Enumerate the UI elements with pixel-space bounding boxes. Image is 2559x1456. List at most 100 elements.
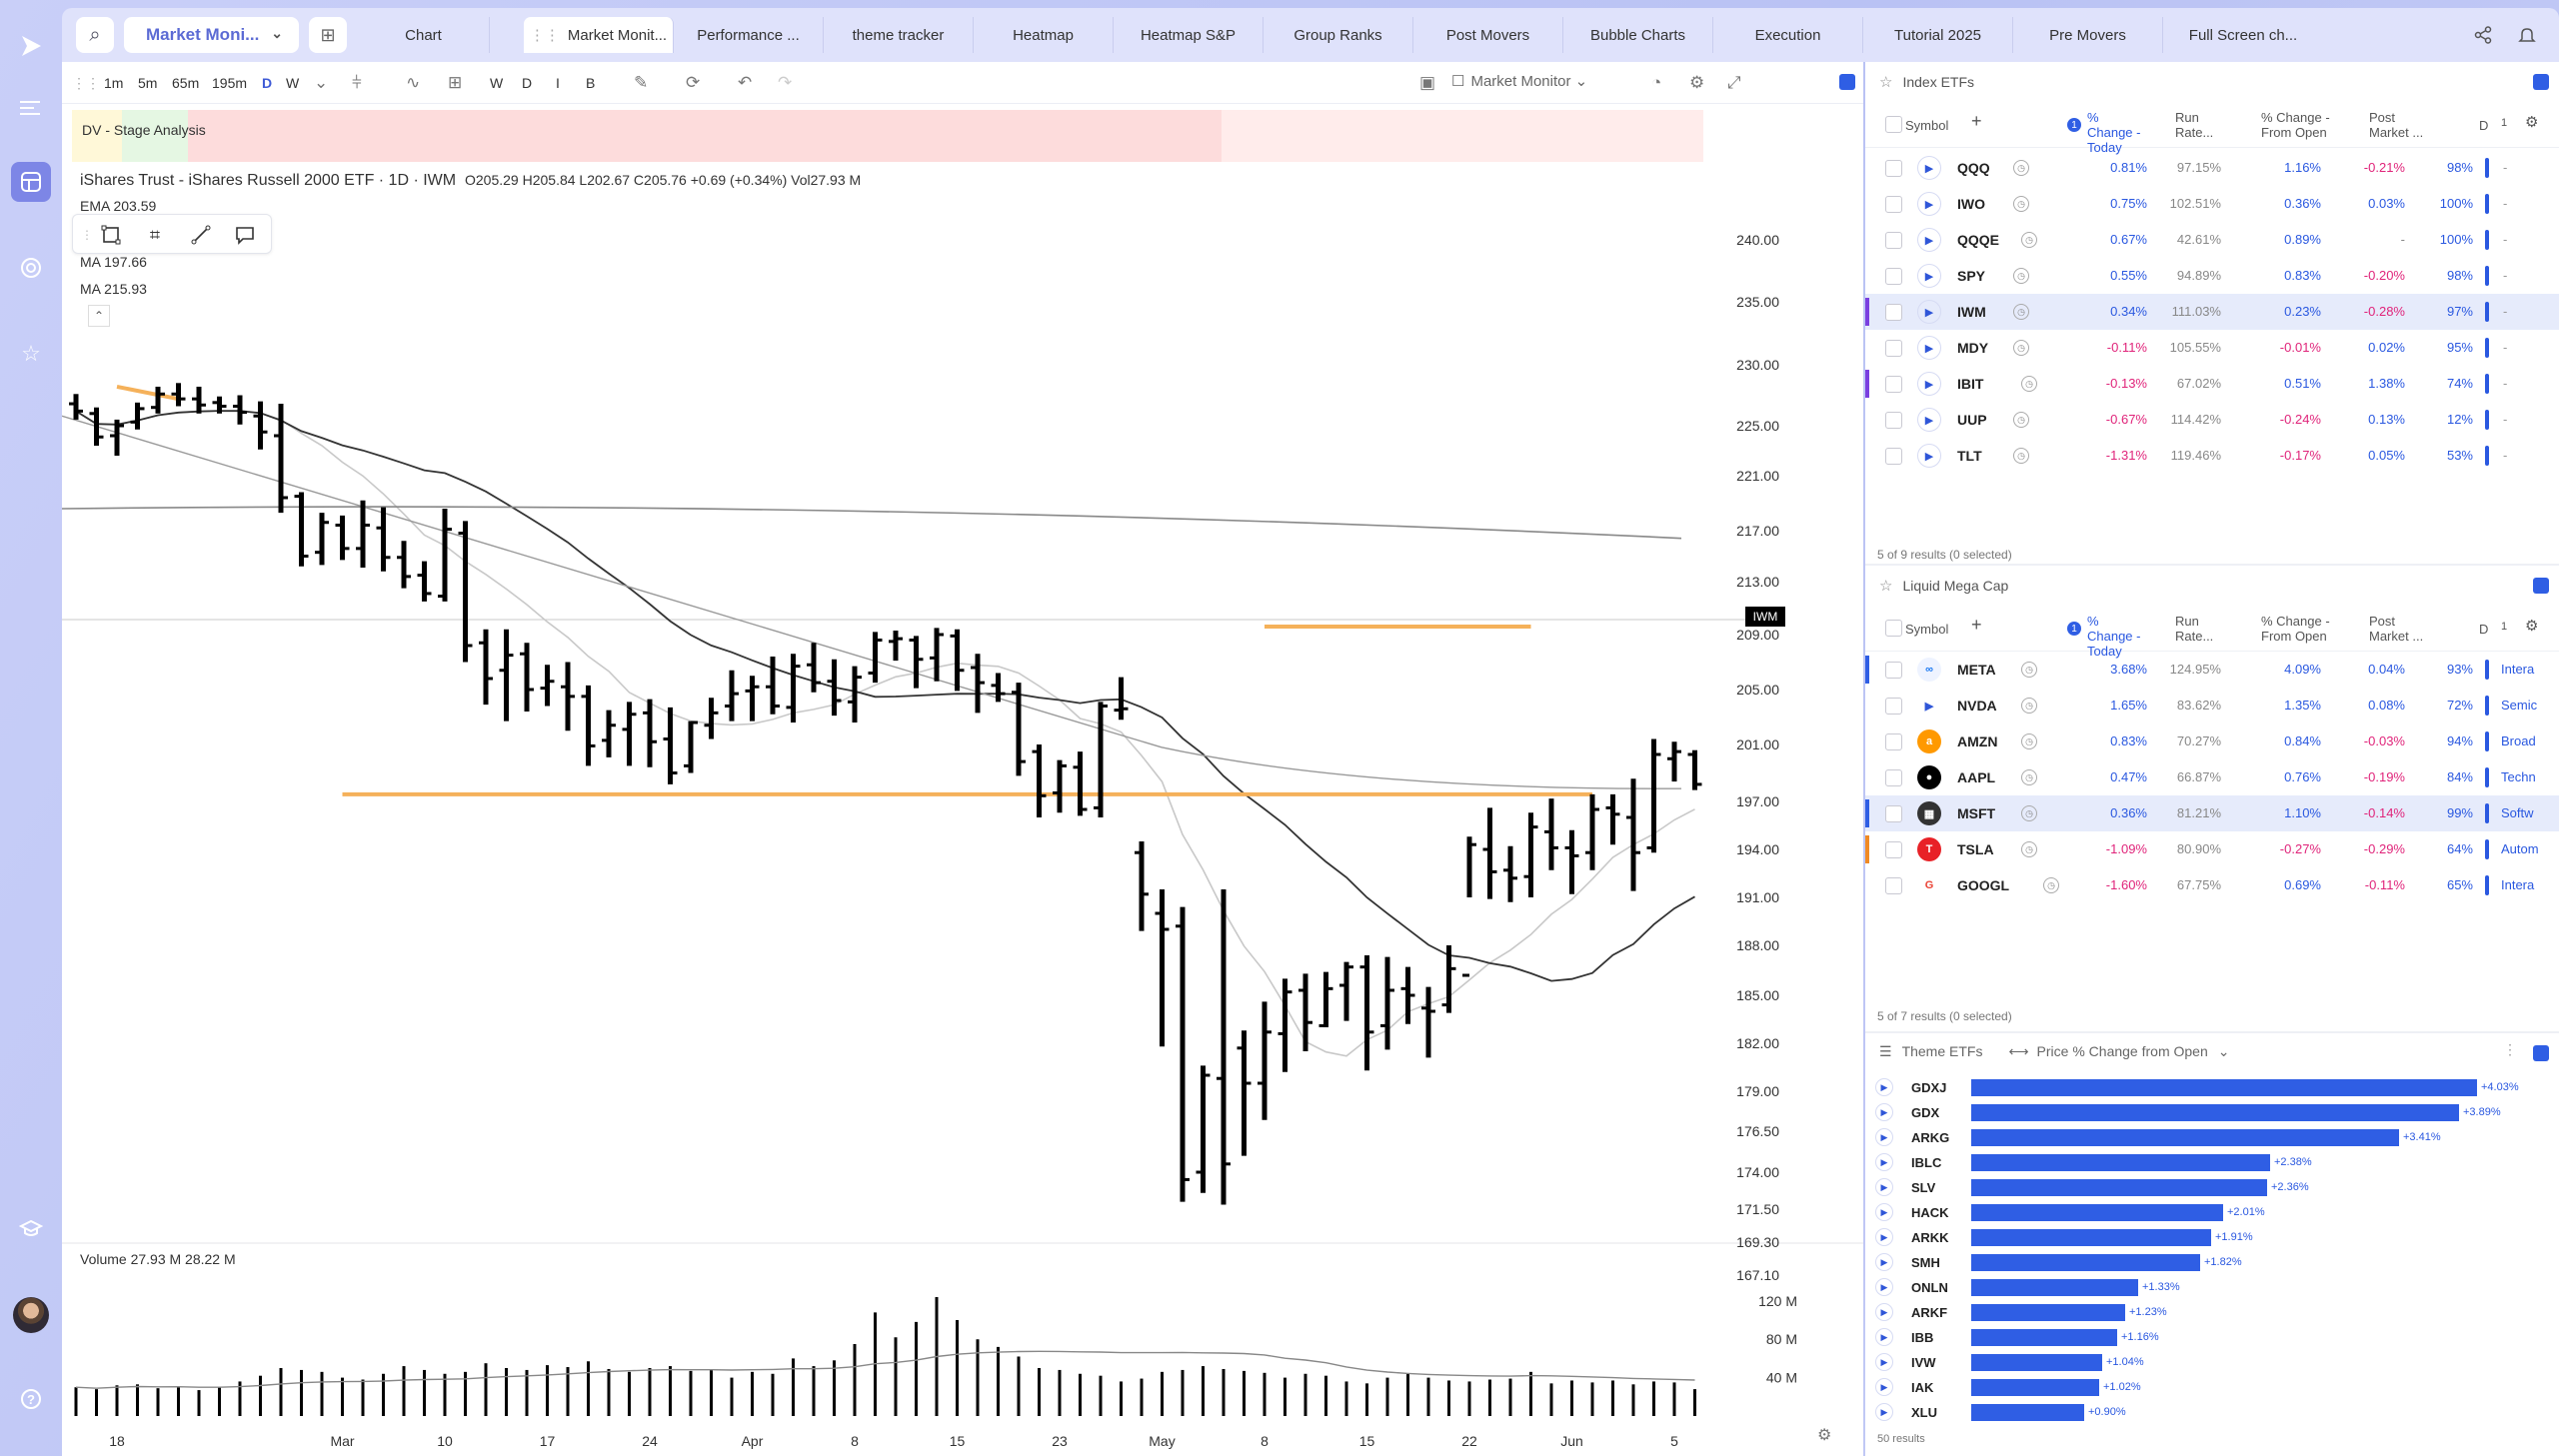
interval-d[interactable]: D: [262, 75, 273, 91]
alert-icon[interactable]: ◔: [1651, 73, 1662, 92]
play-icon[interactable]: ▶: [1875, 1103, 1893, 1121]
row-checkbox[interactable]: [1885, 232, 1902, 249]
search-icon[interactable]: ⌕: [76, 17, 114, 53]
chart-settings-icon[interactable]: ⚙: [1817, 1427, 1832, 1444]
theme-row[interactable]: ▶ SMH +1.82%: [1865, 1250, 2559, 1275]
play-icon[interactable]: ▶: [1875, 1328, 1893, 1346]
templates-icon[interactable]: ⊞: [448, 73, 463, 92]
interval-5m[interactable]: 5m: [138, 75, 158, 91]
theme-row[interactable]: ▶ IVW +1.04%: [1865, 1350, 2559, 1375]
play-icon[interactable]: ▶: [1917, 336, 1941, 360]
row-checkbox[interactable]: [1885, 448, 1902, 465]
widgets-icon[interactable]: ⊞: [309, 17, 347, 53]
theme-row[interactable]: ▶ GDXJ +4.03%: [1865, 1075, 2559, 1100]
col-d[interactable]: D: [2479, 622, 2489, 637]
play-icon[interactable]: ▶: [1875, 1228, 1893, 1246]
watchlist-row[interactable]: ▦ MSFT ◷ 0.36% 81.21% 1.10% -0.14% 99% S…: [1865, 795, 2559, 831]
theme-row[interactable]: ▶ ARKF +1.23%: [1865, 1300, 2559, 1325]
layout-name[interactable]: ☐ Market Monitor ⌄: [1451, 73, 1588, 90]
row-checkbox[interactable]: [1885, 662, 1902, 679]
row-checkbox[interactable]: [1885, 412, 1902, 429]
avatar[interactable]: [13, 1297, 49, 1333]
play-icon[interactable]: ▶: [1875, 1253, 1893, 1271]
chart-type-i[interactable]: I: [556, 75, 560, 91]
layout-icon[interactable]: [11, 162, 51, 202]
help-icon[interactable]: ?: [11, 1379, 51, 1419]
theme-row[interactable]: ▶ SLV +2.36%: [1865, 1175, 2559, 1200]
theme-row[interactable]: ▶ GDX +3.89%: [1865, 1100, 2559, 1125]
chevron-down-icon[interactable]: ⌄: [2217, 1042, 2230, 1059]
row-checkbox[interactable]: [1885, 877, 1902, 894]
row-checkbox[interactable]: [1885, 160, 1902, 177]
watchlist-row[interactable]: ▶ TLT ◷ -1.31% 119.46% -0.17% 0.05% 53% …: [1865, 438, 2559, 474]
logo-icon[interactable]: [11, 26, 51, 66]
tab-tutorial[interactable]: Tutorial 2025: [1863, 17, 2013, 53]
interval-1m[interactable]: 1m: [104, 75, 124, 91]
theme-row[interactable]: ▶ IAK +1.02%: [1865, 1375, 2559, 1400]
play-icon[interactable]: ▶: [1875, 1203, 1893, 1221]
play-icon[interactable]: ▶: [1875, 1078, 1893, 1096]
watchlist-row[interactable]: G GOOGL ◷ -1.60% 67.75% 0.69% -0.11% 65%…: [1865, 867, 2559, 903]
theme-row[interactable]: ▶ ARKK +1.91%: [1865, 1225, 2559, 1250]
row-checkbox[interactable]: [1885, 376, 1902, 393]
theme-row[interactable]: ▶ ARKG +3.41%: [1865, 1125, 2559, 1150]
undo-icon[interactable]: ↶: [738, 73, 753, 92]
settings-icon[interactable]: ⚙: [2525, 618, 2539, 635]
col-change-today[interactable]: % Change - Today: [2087, 110, 2141, 155]
tab-heatmap-sp[interactable]: Heatmap S&P: [1114, 17, 1264, 53]
chart-type-b[interactable]: B: [586, 75, 596, 91]
layout-save-icon[interactable]: ▣: [1419, 73, 1436, 92]
play-icon[interactable]: ▶: [1875, 1178, 1893, 1196]
fib-tool-icon[interactable]: ⌗: [149, 224, 161, 245]
add-symbol-icon[interactable]: +: [1971, 615, 1982, 635]
play-icon[interactable]: ▶: [1917, 264, 1941, 288]
rectangle-tool-icon[interactable]: [99, 223, 123, 247]
tab-pre-movers[interactable]: Pre Movers: [2013, 17, 2163, 53]
col-d[interactable]: D: [2479, 118, 2489, 133]
link-color-icon[interactable]: [2533, 74, 2549, 90]
watchlist-row[interactable]: ▶ IBIT ◷ -0.13% 67.02% 0.51% 1.38% 74% -: [1865, 366, 2559, 402]
interval-195m[interactable]: 195m: [212, 75, 248, 91]
play-icon[interactable]: ▶: [1917, 300, 1941, 324]
settings-icon[interactable]: ⚙: [1689, 73, 1705, 92]
row-checkbox[interactable]: [1885, 733, 1902, 750]
watchlist-row[interactable]: ▶ NVDA ◷ 1.65% 83.62% 1.35% 0.08% 72% Se…: [1865, 688, 2559, 724]
row-checkbox[interactable]: [1885, 304, 1902, 321]
col-change-open[interactable]: % Change - From Open: [2261, 110, 2330, 140]
col-run-rate[interactable]: Run Rate...: [2175, 614, 2214, 644]
fullscreen-icon[interactable]: ⤢: [1727, 73, 1741, 92]
play-icon[interactable]: ▶: [1875, 1378, 1893, 1396]
tab-full-screen[interactable]: Full Screen ch...: [2163, 17, 2323, 53]
theme-row[interactable]: ▶ HACK +2.01%: [1865, 1200, 2559, 1225]
link-color-icon[interactable]: [2533, 578, 2549, 594]
watchlist-row[interactable]: ▶ MDY ◷ -0.11% 105.55% -0.01% 0.02% 95% …: [1865, 330, 2559, 366]
chevron-down-icon[interactable]: ⌄: [314, 73, 329, 92]
theme-row[interactable]: ▶ IBLC +2.38%: [1865, 1150, 2559, 1175]
watchlist-row[interactable]: a AMZN ◷ 0.83% 70.27% 0.84% -0.03% 94% B…: [1865, 724, 2559, 759]
eraser-icon[interactable]: ✎: [634, 73, 649, 92]
row-checkbox[interactable]: [1885, 841, 1902, 858]
watchlist-row[interactable]: ▶ IWM ◷ 0.34% 111.03% 0.23% -0.28% 97% -: [1865, 294, 2559, 330]
interval-w[interactable]: W: [286, 75, 300, 91]
link-color-icon[interactable]: [2533, 1045, 2549, 1061]
watchlist-row[interactable]: ▶ UUP ◷ -0.67% 114.42% -0.24% 0.13% 12% …: [1865, 402, 2559, 438]
menu-icon[interactable]: [11, 88, 51, 128]
theme-row[interactable]: ▶ IBB +1.16%: [1865, 1325, 2559, 1350]
tab-theme-tracker[interactable]: theme tracker: [824, 17, 974, 53]
row-checkbox[interactable]: [1885, 196, 1902, 213]
play-icon[interactable]: ▶: [1917, 228, 1941, 252]
settings-icon[interactable]: ⚙: [2525, 114, 2539, 131]
compare-icon[interactable]: ⫩: [352, 73, 362, 92]
chart-type-w[interactable]: W: [490, 75, 504, 91]
star-icon[interactable]: ☆: [21, 341, 41, 366]
row-checkbox[interactable]: [1885, 698, 1902, 715]
workspace-dropdown[interactable]: Market Moni... ⌄: [124, 17, 299, 53]
play-icon[interactable]: ▶: [1917, 192, 1941, 216]
indicators-icon[interactable]: ∿: [406, 73, 421, 92]
col-symbol[interactable]: Symbol: [1905, 118, 1949, 133]
col-symbol[interactable]: Symbol: [1905, 622, 1949, 637]
tab-bubble-charts[interactable]: Bubble Charts: [1563, 17, 1713, 53]
play-icon[interactable]: ▶: [1875, 1303, 1893, 1321]
watchlist-row[interactable]: T TSLA ◷ -1.09% 80.90% -0.27% -0.29% 64%…: [1865, 831, 2559, 867]
more-icon[interactable]: ⋮: [2503, 1041, 2517, 1057]
